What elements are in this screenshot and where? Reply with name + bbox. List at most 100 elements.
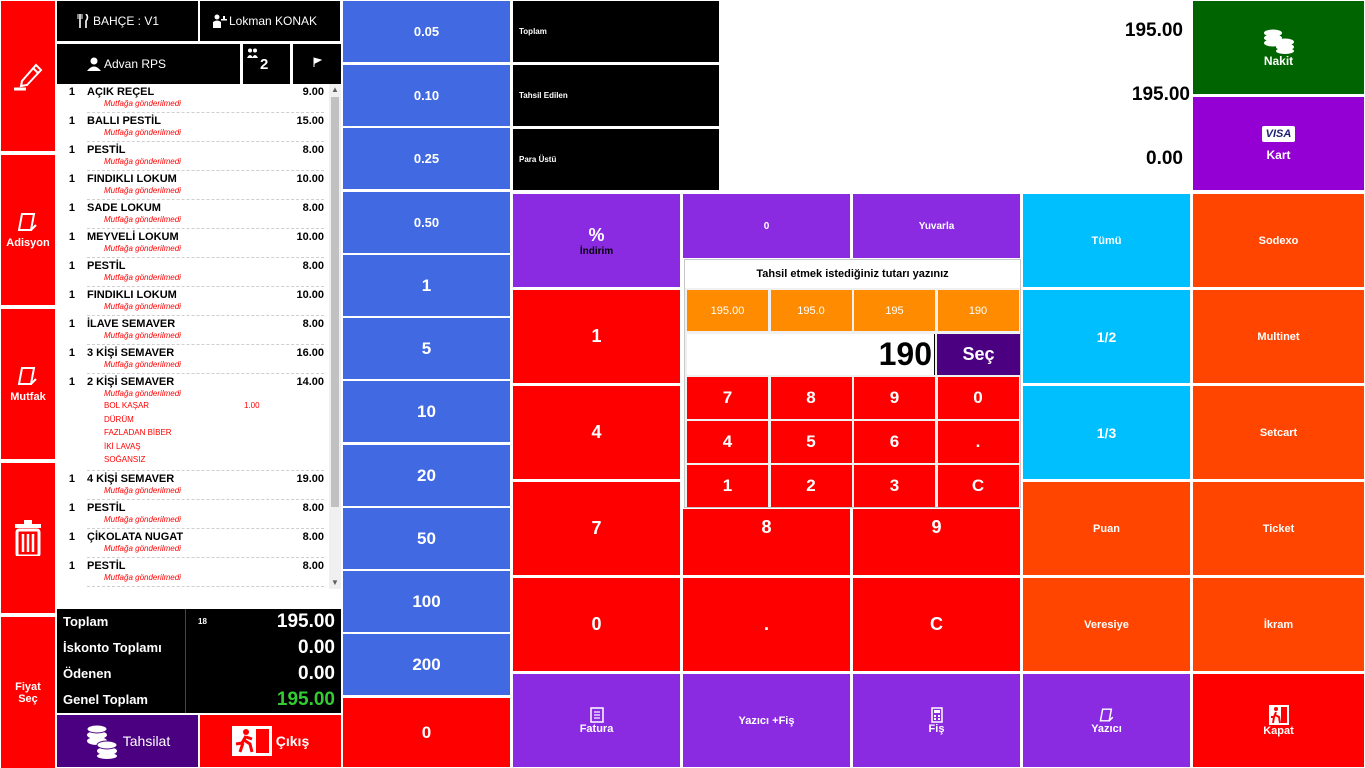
scroll-thumb[interactable] [331,97,339,507]
scroll-up-icon[interactable]: ▲ [331,85,339,94]
quick-amount-button[interactable]: 0.25 [343,128,510,189]
order-list-scrollbar[interactable]: ▲ ▼ [329,84,341,589]
list-item[interactable]: 1 FINDIKLI LOKUM 10.00 Mutfağa gönderilmedi [69,171,324,200]
quick-amount-button[interactable]: 50 [343,508,510,569]
dialog-key-label: 2 [806,476,816,495]
quick-amount-button[interactable]: 0.50 [343,192,510,253]
amount-input[interactable]: 190 [687,334,935,375]
dialog-key[interactable]: C [937,465,1019,507]
numpad-4[interactable]: 4 [513,386,680,479]
waiter-info[interactable]: Lokman KONAK [200,1,340,41]
item-price: 10.00 [296,231,324,243]
list-item[interactable]: 1 BALLI PESTİL 15.00 Mutfağa gönderilmedi [69,113,324,142]
edit-button[interactable] [1,1,55,153]
dialog-key[interactable]: 4 [687,421,768,463]
indirim-button[interactable]: % İndirim [513,194,680,287]
yuvarla-button[interactable]: Yuvarla [853,194,1020,258]
list-item[interactable]: 1 3 KİŞİ SEMAVER 16.00 Mutfağa gönderilmedi [69,345,324,374]
list-item[interactable]: 1 2 KİŞİ SEMAVER 14.00 Mutfağa gönderilmedi… [69,374,324,471]
quick-amount-button[interactable]: 0 [343,698,510,767]
item-name: ÇİKOLATA NUGAT [87,530,184,543]
veresiye-button[interactable]: Veresiye [1023,578,1190,671]
kapat-button[interactable]: Kapat [1193,674,1364,767]
list-item[interactable]: 1 PESTİL 8.00 Mutfağa gönderilmedi [69,258,324,287]
table-info[interactable]: BAHÇE : V1 [57,1,198,41]
numpad-9[interactable]: 9 [853,509,1020,575]
yazici-button[interactable]: Yazıcı [1023,674,1190,767]
sodexo-button[interactable]: Sodexo [1193,194,1364,287]
amount-suggestion-button[interactable]: 190 [937,290,1019,331]
ticket-button[interactable]: Ticket [1193,482,1364,575]
nakit-button[interactable]: Nakit [1193,1,1364,94]
amount-suggestion-button[interactable]: 195 [854,290,935,331]
quick-amount-button[interactable]: 5 [343,318,510,379]
customer-info[interactable]: Advan RPS [57,44,240,84]
dialog-key[interactable]: . [937,421,1019,463]
dialog-key[interactable]: 1 [687,465,768,507]
quick-amount-button[interactable]: 200 [343,634,510,695]
numpad-7[interactable]: 7 [513,482,680,575]
puan-button[interactable]: Puan [1023,482,1190,575]
list-item[interactable]: 1 FINDIKLI LOKUM 10.00 Mutfağa gönderilmedi [69,287,324,316]
dialog-key[interactable]: 2 [770,465,852,507]
list-item[interactable]: 1 4 KİŞİ SEMAVER 19.00 Mutfağa gönderilmedi [69,471,324,500]
numpad-8[interactable]: 8 [683,509,850,575]
multinet-button[interactable]: Multinet [1193,290,1364,383]
dialog-key[interactable]: 6 [854,421,935,463]
dialog-key[interactable]: 8 [770,377,852,419]
amount-suggestion-button[interactable]: 195.0 [770,290,852,331]
quick-amount-button[interactable]: 20 [343,445,510,506]
quick-amount-button[interactable]: 100 [343,571,510,632]
list-item[interactable]: 1 MEYVELİ LOKUM 10.00 Mutfağa gönderilmedi [69,229,324,258]
yazici-fis-button[interactable]: Yazıcı +Fiş [683,674,850,767]
quick-amount-button[interactable]: 10 [343,381,510,442]
ikram-button[interactable]: İkram [1193,578,1364,671]
fiyat-sec-button[interactable]: Fiyat Seç [1,617,55,768]
item-status: Mutfağa gönderilmedi [104,572,181,582]
third-button[interactable]: 1/3 [1023,386,1190,479]
fis-button[interactable]: Fiş [853,674,1020,767]
tumu-button[interactable]: Tümü [1023,194,1190,287]
mutfak-button[interactable]: Mutfak [1,309,55,461]
order-list[interactable]: 1 AÇIK REÇEL 9.00 Mutfağa gönderilmedi 1 BALL… [57,84,341,589]
dialog-key[interactable]: 5 [770,421,852,463]
quick-amount-button[interactable]: 1 [343,255,510,316]
adisyon-button[interactable]: Adisyon [1,155,55,307]
guest-count-button[interactable]: 2 [243,44,290,84]
dialog-key-label: . [975,432,981,451]
amount-suggestion-button[interactable]: 195.00 [687,290,768,331]
dialog-key[interactable]: 3 [854,465,935,507]
item-name: MEYVELİ LOKUM [87,231,179,243]
numpad-1[interactable]: 1 [513,290,680,383]
numpad-dot[interactable]: . [683,578,850,671]
dialog-key[interactable]: 0 [937,377,1019,419]
quick-amount-button[interactable]: 0.10 [343,65,510,126]
list-item[interactable]: 1 PESTİL 8.00 Mutfağa gönderilmedi [69,558,324,587]
fatura-button[interactable]: Fatura [513,674,680,767]
item-modifier: İKİ LAVAŞ [104,440,324,454]
dialog-key[interactable]: 7 [687,377,768,419]
half-button[interactable]: 1/2 [1023,290,1190,383]
dialog-key[interactable]: 9 [854,377,935,419]
quick-amount-button[interactable]: 0.05 [343,1,510,62]
setcart-button[interactable]: Setcart [1193,386,1364,479]
tahsilat-button[interactable]: Tahsilat [57,715,198,767]
sec-button[interactable]: Seç [937,334,1020,375]
dialog-key-label: 7 [722,388,733,407]
list-item[interactable]: 1 PESTİL 8.00 Mutfağa gönderilmedi [69,142,324,171]
cikis-button[interactable]: Çıkış [200,715,341,767]
numpad-clear[interactable]: C [853,578,1020,671]
delete-button[interactable] [1,463,55,615]
move-table-button[interactable] [293,44,341,84]
list-item[interactable]: 1 ÇİKOLATA NUGAT 8.00 Mutfağa gönderilmedi [69,529,324,558]
list-item[interactable]: 1 İLAVE SEMAVER 8.00 Mutfağa gönderilmedi [69,316,324,345]
numpad-0[interactable]: 0 [513,578,680,671]
kart-button[interactable]: VISA Kart [1193,97,1364,190]
scroll-down-icon[interactable]: ▼ [331,578,339,587]
mutfak-label: Mutfak [10,391,46,403]
list-item[interactable]: 1 PESTİL 8.00 Mutfağa gönderilmedi [69,500,324,529]
list-item[interactable]: 1 AÇIK REÇEL 9.00 Mutfağa gönderilmedi [69,84,324,113]
zero-discount-button[interactable]: 0 [683,194,850,258]
